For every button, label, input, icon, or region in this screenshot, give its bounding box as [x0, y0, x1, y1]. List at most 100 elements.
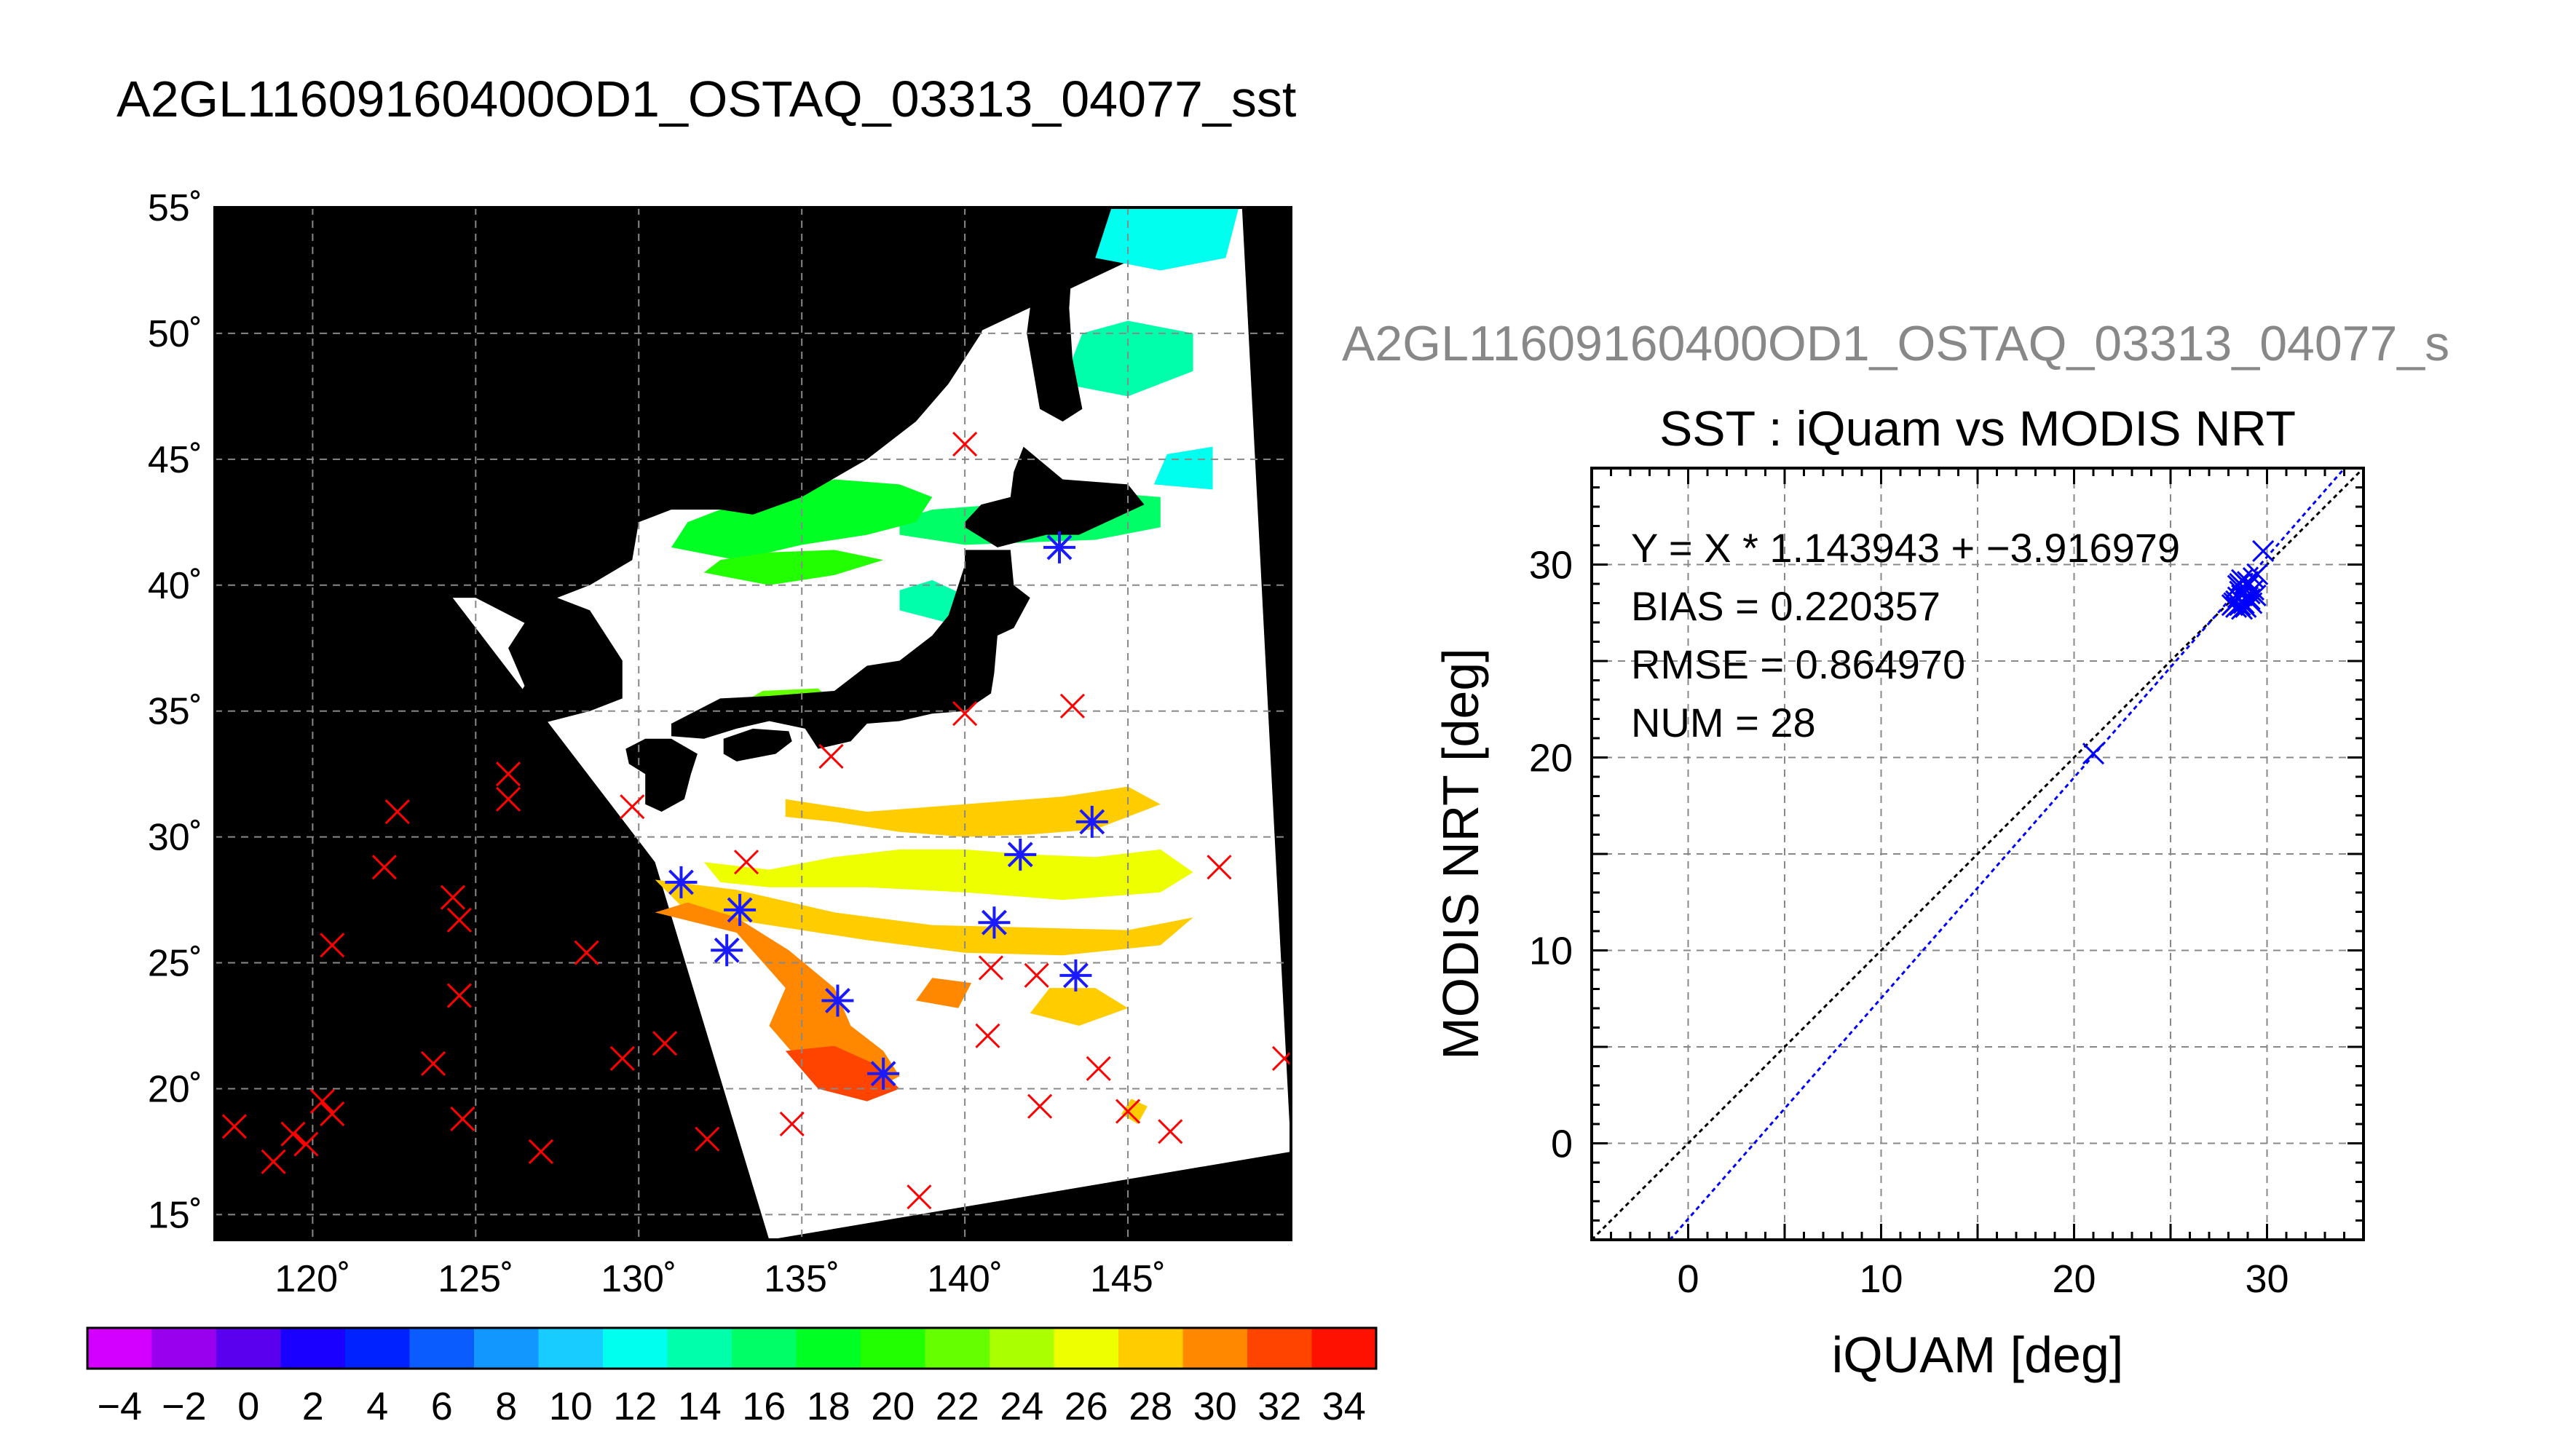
- matchup-marker: [867, 1057, 900, 1090]
- scatter-statistic: BIAS = 0.220357: [1631, 583, 1940, 629]
- colorbar-segment: [667, 1328, 732, 1369]
- matchup-marker-cross-stroke: [1007, 842, 1033, 868]
- colorbar-segment: [1247, 1328, 1312, 1369]
- scatter-point-stroke: [2229, 594, 2251, 617]
- iquam-marker: [421, 1051, 446, 1076]
- colorbar-segment: [796, 1328, 861, 1369]
- map-lat-tick-label: 30˚: [148, 817, 202, 859]
- matchup-marker-cross: [870, 1061, 896, 1087]
- scatter-x-tick-label: 10: [1859, 1257, 1903, 1301]
- iquam-marker-stroke: [1207, 855, 1232, 880]
- iquam-marker: [309, 1088, 335, 1114]
- colorbar-tick-label: −2: [162, 1385, 207, 1428]
- colorbar-segment: [1311, 1328, 1377, 1369]
- iquam-marker-stroke: [320, 1101, 345, 1127]
- iquam-marker-stroke: [695, 1126, 720, 1152]
- iquam-marker: [446, 907, 472, 933]
- iquam-marker: [952, 432, 978, 457]
- matchup-marker-cross-stroke: [825, 988, 850, 1013]
- land-jeju: [515, 747, 540, 756]
- sst-patch: [1030, 988, 1129, 1026]
- colorbar-segment: [538, 1328, 604, 1369]
- iquam-marker-stroke: [952, 432, 978, 457]
- matchup-marker-cross-stroke: [714, 937, 740, 963]
- colorbar-segment: [861, 1328, 925, 1369]
- iquam-marker-stroke: [421, 1051, 446, 1076]
- iquam-marker: [652, 1031, 678, 1056]
- colorbar-segment: [1118, 1328, 1183, 1369]
- colorbar-segments: [87, 1328, 1377, 1369]
- land-shikoku: [723, 728, 792, 761]
- iquam-marker: [620, 794, 645, 820]
- land-sakhalin: [1027, 207, 1083, 422]
- map-lon-tick-labels: 120˚ 125˚ 130˚ 135˚ 140˚ 145˚: [275, 1258, 1166, 1300]
- sst-patch: [1095, 207, 1239, 271]
- colorbar-segment: [345, 1328, 410, 1369]
- colorbar-segment: [732, 1328, 797, 1369]
- scatter-point-stroke: [2082, 743, 2105, 765]
- map-frame: [213, 206, 1292, 1241]
- matchup-marker: [711, 934, 743, 967]
- iquam-marker-stroke: [1086, 1056, 1111, 1081]
- colorbar-tick-label: 32: [1257, 1385, 1301, 1428]
- colorbar-tick-label: 14: [678, 1385, 722, 1428]
- map-title: A2GL11609160400OD1_OSTAQ_03313_04077_sst: [117, 71, 1296, 127]
- scatter-point-stroke: [2246, 563, 2269, 585]
- matchup-marker-cross: [727, 897, 753, 923]
- matchup-marker-cross-stroke: [727, 897, 753, 923]
- scatter-y-tick-label: 10: [1529, 930, 1573, 973]
- colorbar-tick-label: 8: [495, 1385, 517, 1428]
- iquam-marker-stroke: [440, 885, 466, 910]
- iquam-marker-stroke: [1059, 693, 1085, 719]
- matchup-marker-cross: [825, 988, 850, 1013]
- scatter-point: [2235, 596, 2257, 618]
- colorbar-tick-label: 24: [1000, 1385, 1043, 1428]
- iquam-marker-stroke: [309, 1088, 335, 1114]
- matchup-marker: [978, 906, 1011, 939]
- land-luzon-north: [322, 1123, 384, 1177]
- scatter-x-tick-label: 0: [1677, 1257, 1699, 1301]
- iquam-marker: [1115, 1099, 1141, 1124]
- map-lat-tick-label: 15˚: [148, 1194, 202, 1236]
- colorbar-segment: [603, 1328, 668, 1369]
- iquam-marker-stroke: [733, 850, 759, 875]
- land-hokkaido: [965, 446, 1145, 547]
- iquam-marker: [818, 743, 844, 769]
- colorbar-tick-label: 18: [807, 1385, 850, 1428]
- iquam-marker: [496, 761, 521, 787]
- iquam-marker-stroke: [446, 983, 472, 1008]
- land-honshu: [671, 550, 1030, 749]
- colorbar-segment: [1182, 1328, 1248, 1369]
- iquam-marker-stroke: [280, 1121, 306, 1147]
- scatter-x-tick-label: 30: [2245, 1257, 2289, 1301]
- colorbar-tick-label: 2: [302, 1385, 324, 1428]
- iquam-marker-stroke: [975, 1023, 1000, 1048]
- colorbar-tick-label: −4: [97, 1385, 142, 1428]
- iquam-marker-stroke: [1158, 1119, 1183, 1144]
- map-lat-tick-label: 25˚: [148, 943, 202, 985]
- iquam-marker-stroke: [652, 1031, 678, 1056]
- iquam-marker: [1086, 1056, 1111, 1081]
- iquam-marker-stroke: [446, 907, 472, 933]
- scatter-point: [2252, 539, 2275, 563]
- iquam-marker-stroke: [384, 799, 410, 825]
- sst-patch: [899, 579, 965, 623]
- colorbar-tick-label: 26: [1065, 1385, 1108, 1428]
- matchup-marker: [665, 866, 698, 898]
- iquam-marker-stroke: [528, 1139, 553, 1165]
- iquam-marker: [280, 1121, 306, 1147]
- map-lat-tick-label: 20˚: [148, 1068, 202, 1110]
- colorbar-tick-label: 12: [613, 1385, 657, 1428]
- matchup-marker-cross-stroke: [1079, 809, 1105, 835]
- iquam-marker-stroke: [496, 786, 521, 812]
- map-graticule: [215, 207, 1291, 1240]
- matchup-marker: [724, 893, 757, 926]
- iquam-marker: [1059, 693, 1085, 719]
- map-lon-tick-label: 140˚: [927, 1258, 1003, 1300]
- map-content: [215, 207, 1291, 1240]
- iquam-marker-stroke: [1027, 1093, 1053, 1119]
- matchup-marker-cross: [668, 869, 694, 895]
- land-asia-mainland: [215, 207, 1014, 724]
- iquam-marker: [952, 701, 978, 727]
